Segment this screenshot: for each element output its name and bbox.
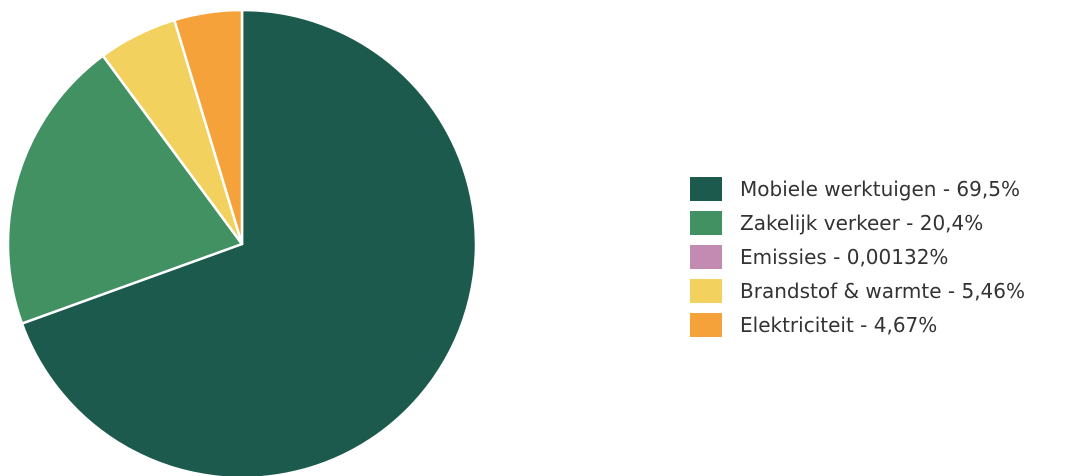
- legend-item-brandstof-warmte[interactable]: Brandstof & warmte - 5,46%: [690, 274, 1025, 308]
- legend-swatch: [690, 177, 722, 201]
- legend-label: Emissies - 0,00132%: [740, 245, 949, 269]
- chart-legend: Mobiele werktuigen - 69,5% Zakelijk verk…: [690, 172, 1025, 342]
- legend-label: Brandstof & warmte - 5,46%: [740, 279, 1025, 303]
- legend-item-mobiele-werktuigen[interactable]: Mobiele werktuigen - 69,5%: [690, 172, 1025, 206]
- pie-chart: [6, 8, 478, 476]
- pie-slice-elektriciteit[interactable]: [173, 8, 244, 246]
- legend-label: Mobiele werktuigen - 69,5%: [740, 177, 1020, 201]
- legend-swatch: [690, 211, 722, 235]
- legend-swatch: [690, 279, 722, 303]
- pie-slice-mobiele-werktuigen[interactable]: [20, 8, 478, 476]
- legend-swatch: [690, 245, 722, 269]
- legend-label: Elektriciteit - 4,67%: [740, 313, 938, 337]
- legend-label: Zakelijk verkeer - 20,4%: [740, 211, 984, 235]
- legend-item-elektriciteit[interactable]: Elektriciteit - 4,67%: [690, 308, 1025, 342]
- legend-swatch: [690, 313, 722, 337]
- legend-item-emissies[interactable]: Emissies - 0,00132%: [690, 240, 1025, 274]
- pie-slice-zakelijk-verkeer[interactable]: [6, 54, 244, 325]
- legend-item-zakelijk-verkeer[interactable]: Zakelijk verkeer - 20,4%: [690, 206, 1025, 240]
